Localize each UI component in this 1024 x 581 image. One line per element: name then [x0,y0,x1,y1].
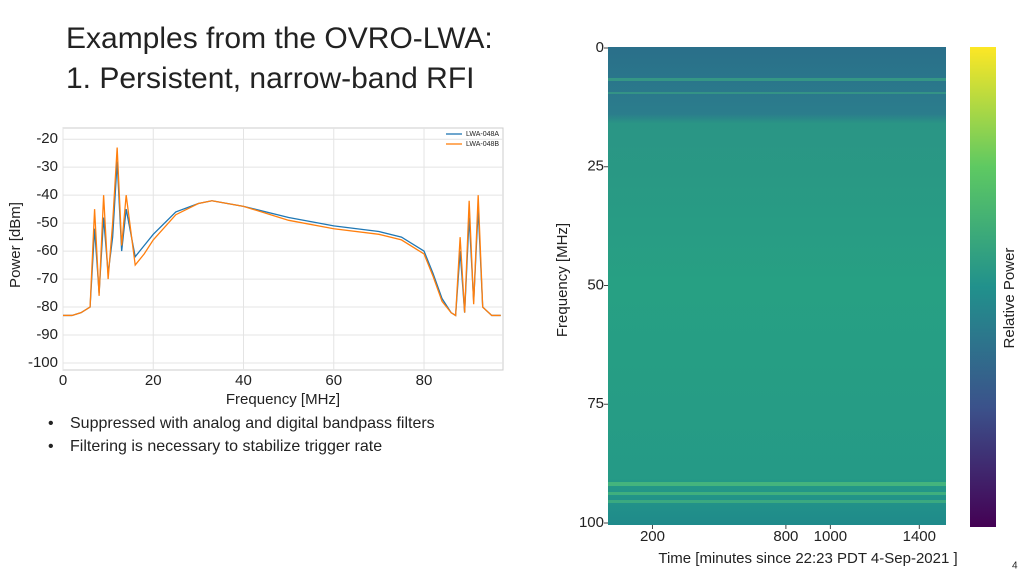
y-tick-label: -90 [36,326,58,343]
spectrogram [608,47,996,527]
y-tick-label: -40 [36,186,58,203]
bullet: Filtering is necessary to stabilize trig… [70,438,382,455]
y-tick-label: -70 [36,270,58,287]
y-axis-label: Power [dBm] [7,202,24,288]
y-tick-label: -20 [36,130,58,147]
y-tick-label: 100 [579,514,604,531]
rfi-band [608,492,946,495]
x-tick-label: 60 [325,372,342,389]
colorbar [970,47,996,527]
bullet-marker: • [48,438,54,455]
y-tick-label: 0 [596,39,604,56]
y-tick-label: -100 [28,354,58,371]
x-axis-label: Frequency [MHz] [226,391,340,408]
x-tick-label: 80 [416,372,433,389]
heatmap-image [608,47,946,525]
y-tick-label: -30 [36,158,58,175]
y-tick-label: -60 [36,242,58,259]
series-line [63,147,501,317]
y-axis-label: Frequency [MHz] [554,223,571,337]
bullet: Suppressed with analog and digital bandp… [70,415,435,432]
slide-title: Examples from the OVRO-LWA: [66,22,493,55]
colorbar-label: Relative Power [1001,248,1018,349]
x-tick-label: 0 [59,372,67,389]
rfi-band [608,500,946,503]
rfi-band [608,92,946,94]
x-tick-label: 40 [235,372,252,389]
rfi-band [608,482,946,486]
x-tick-label: 20 [145,372,162,389]
x-axis-label: Time [minutes since 22:23 PDT 4-Sep-2021… [658,550,957,567]
x-tick-label: 800 [773,528,798,545]
page-number: 4 [1012,561,1018,572]
x-tick-label: 1000 [814,528,847,545]
rfi-band [608,78,946,81]
y-tick-label: 25 [587,158,604,175]
legend-label: LWA-048B [466,141,499,148]
x-tick-label: 200 [640,528,665,545]
legend-label: LWA-048A [466,131,499,138]
plot-area [62,127,504,371]
y-tick-label: -80 [36,298,58,315]
y-tick-label: -50 [36,214,58,231]
bullet-marker: • [48,415,54,432]
x-tick-label: 1400 [903,528,936,545]
slide-title: 1. Persistent, narrow-band RFI [66,62,475,95]
y-tick-label: 75 [587,395,604,412]
y-tick-label: 50 [587,276,604,293]
